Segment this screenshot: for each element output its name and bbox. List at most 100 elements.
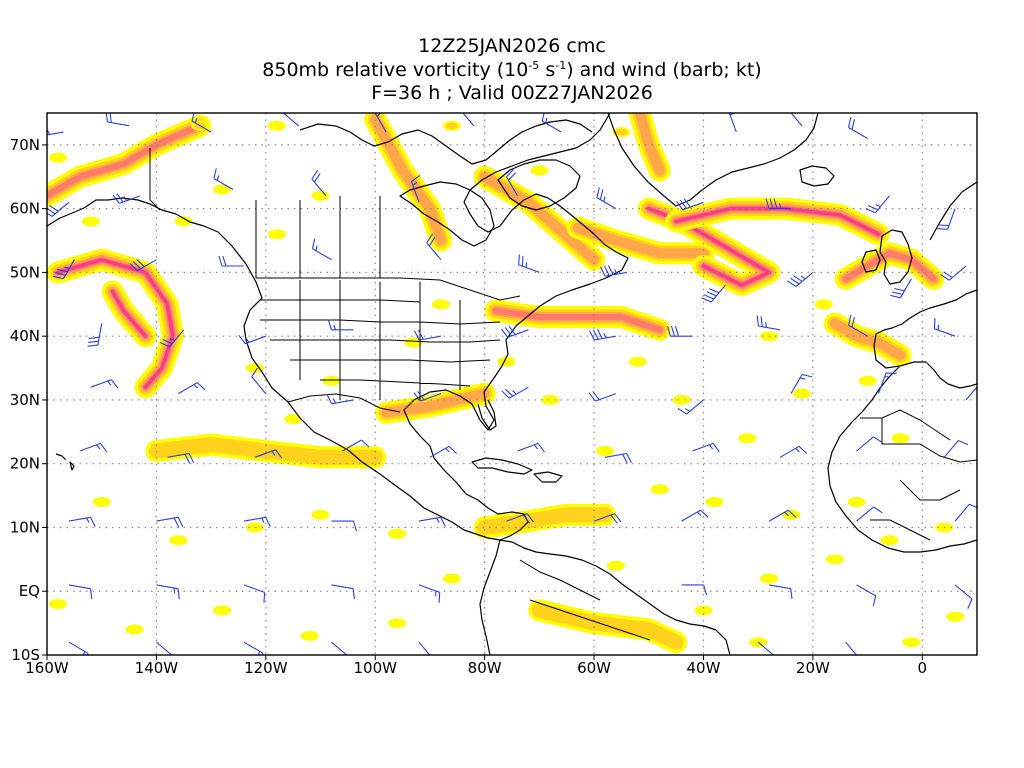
wind-barb-33 bbox=[159, 329, 185, 348]
vorticity-spot-29-level-0 bbox=[705, 497, 724, 507]
wind-barb-7 bbox=[728, 113, 737, 133]
vorticity-spot-16-level-0 bbox=[497, 356, 516, 367]
vorticity-spot-35-level-0 bbox=[388, 528, 407, 539]
vorticity-spot-50-level-0 bbox=[606, 560, 625, 571]
wind-barb-59 bbox=[517, 442, 545, 453]
wind-barb-70 bbox=[506, 513, 534, 524]
wind-barb-28 bbox=[701, 284, 726, 303]
vorticity-band-greenland-east-level-2 bbox=[634, 113, 665, 176]
vorticity-spot-37-level-0 bbox=[48, 599, 67, 609]
wind-barb-16 bbox=[596, 187, 617, 210]
vorticity-shading bbox=[47, 113, 965, 654]
wind-barb-91 bbox=[845, 641, 858, 655]
wind-barb-26 bbox=[518, 254, 540, 273]
wind-barb-63 bbox=[856, 436, 883, 452]
x-tick-label-160W: 160W bbox=[25, 659, 69, 677]
vorticity-spot-48-level-0 bbox=[902, 637, 921, 648]
south-america-west-coastline bbox=[479, 539, 501, 655]
wind-barb-2 bbox=[191, 113, 212, 133]
wind-barb-88 bbox=[331, 641, 348, 655]
vorticity-spot-3-level-1 bbox=[445, 122, 458, 130]
canada-province-lines bbox=[255, 196, 381, 278]
wind-barb-72 bbox=[681, 509, 709, 522]
wind-barb-40 bbox=[756, 315, 781, 331]
vorticity-spot-42-level-0 bbox=[694, 605, 713, 616]
vorticity-spot-38-level-0 bbox=[125, 624, 144, 635]
africa-borders bbox=[860, 409, 977, 541]
x-tick-label-100W: 100W bbox=[354, 659, 398, 677]
vorticity-spot-18-level-0 bbox=[596, 446, 614, 456]
vorticity-spot-41-level-0 bbox=[388, 618, 407, 629]
y-tick-label-20N: 20N bbox=[10, 455, 40, 473]
wind-barb-29 bbox=[786, 271, 814, 288]
wind-barb-30 bbox=[890, 278, 912, 299]
wind-barb-51 bbox=[790, 373, 813, 394]
wind-barb-21 bbox=[53, 259, 75, 280]
y-tick-label-10S: 10S bbox=[11, 646, 40, 664]
vorticity-spot-11-level-0 bbox=[245, 363, 264, 374]
wind-barb-6 bbox=[541, 113, 562, 133]
vorticity-spot-17-level-0 bbox=[541, 394, 560, 405]
vorticity-spot-44-level-0 bbox=[825, 554, 844, 565]
wind-barb-52 bbox=[877, 372, 897, 394]
vorticity-spot-13-level-0 bbox=[322, 375, 341, 386]
wind-barb-27 bbox=[600, 265, 627, 277]
wind-barb-39 bbox=[666, 326, 693, 337]
wind-barb-13 bbox=[311, 169, 327, 197]
vorticity-spot-33-level-0 bbox=[245, 522, 264, 533]
wind-barb-78 bbox=[243, 584, 266, 603]
vorticity-band-iberia-level-2 bbox=[829, 318, 906, 361]
vorticity-spot-2-level-0 bbox=[267, 120, 286, 131]
map-title: 12Z25JAN2026 cmc 850mb relative vorticit… bbox=[262, 35, 761, 104]
vorticity-spot-39-level-0 bbox=[213, 605, 232, 616]
wind-barb-25 bbox=[426, 233, 442, 261]
wind-barb-41 bbox=[847, 314, 868, 337]
vorticity-spot-25-level-0 bbox=[858, 375, 877, 386]
alaska-canada-border bbox=[149, 148, 161, 211]
x-tick-label-40W: 40W bbox=[687, 659, 721, 677]
wind-barb-53 bbox=[965, 386, 977, 401]
title-line-3: F=36 h ; Valid 00Z27JAN2026 bbox=[371, 82, 653, 104]
wind-barb-38 bbox=[589, 329, 616, 341]
wind-barb-19 bbox=[865, 195, 890, 214]
vorticity-band-alaska-band-level-3 bbox=[47, 122, 204, 199]
y-axis-ticks: 10S EQ 10N 20N 30N 40N 50N 60N 70N bbox=[10, 136, 47, 664]
wind-barb-83 bbox=[856, 584, 877, 607]
vorticity-spot-22-level-0 bbox=[792, 388, 811, 399]
scandinavia-coastline bbox=[929, 181, 977, 241]
vorticity-spot-5-level-1 bbox=[615, 128, 628, 136]
cuba-coastline bbox=[471, 457, 533, 475]
y-tick-label-30N: 30N bbox=[10, 391, 40, 409]
arctic-islands-coastline bbox=[299, 119, 593, 165]
vorticity-band-us-east-coast-level-3 bbox=[492, 307, 663, 333]
vorticity-band-gulf-of-alaska-low-level-4 bbox=[56, 257, 175, 389]
wind-barb-37 bbox=[501, 325, 529, 338]
vorticity-spot-6-level-0 bbox=[81, 216, 100, 227]
vorticity-spot-45-level-0 bbox=[880, 535, 899, 546]
vorticity-spot-7-level-0 bbox=[174, 216, 193, 227]
wind-barb-45 bbox=[251, 367, 267, 394]
vorticity-band-uk-low-level-3 bbox=[842, 250, 937, 282]
vorticity-spot-21-level-0 bbox=[738, 433, 757, 444]
y-tick-label-40N: 40N bbox=[10, 327, 40, 345]
wind-barb-3 bbox=[282, 113, 299, 127]
wind-barb-75 bbox=[954, 503, 977, 522]
vorticity-spot-47-level-0 bbox=[946, 611, 965, 622]
wind-barb-56 bbox=[254, 449, 283, 459]
vorticity-spot-19-level-0 bbox=[628, 356, 647, 367]
wind-barb-0 bbox=[47, 129, 64, 136]
wind-barb-71 bbox=[593, 513, 622, 524]
south-america-coastline bbox=[499, 539, 731, 655]
wind-barb-42 bbox=[933, 318, 956, 337]
vorticity-spot-28-level-0 bbox=[782, 509, 800, 520]
wind-barb-64 bbox=[943, 439, 969, 458]
wind-barb-14 bbox=[410, 174, 421, 203]
africa-west-coastline bbox=[827, 365, 977, 553]
wind-barb-50 bbox=[677, 399, 704, 415]
vorticity-spot-0-level-0 bbox=[48, 152, 67, 163]
wind-barb-9 bbox=[847, 117, 868, 139]
vorticity-spot-24-level-0 bbox=[814, 299, 833, 310]
wind-barb-32 bbox=[87, 323, 103, 347]
mexico-border bbox=[287, 393, 401, 413]
x-tick-label-80W: 80W bbox=[468, 659, 502, 677]
